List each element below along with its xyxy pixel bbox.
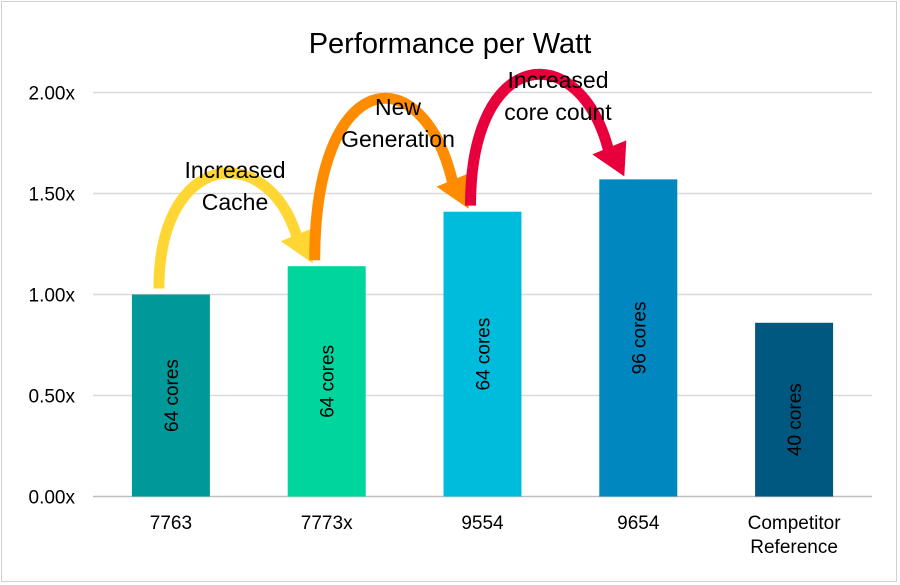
bar-7763 [131,294,210,497]
y-tick-label: 0.00x [29,488,76,509]
y-tick-label: 1.50x [29,185,76,206]
bar-data-label: 40 cores [785,383,806,456]
bar-data-label: 64 cores [162,359,183,432]
bar-data-label: 64 cores [474,318,495,391]
bar-data-label: 64 cores [318,345,339,418]
bar-9554 [443,211,522,497]
bar-competitor-reference [755,322,834,497]
annotation-label: Increased Cache [184,157,285,215]
bar-data-label: 96 cores [629,301,650,374]
x-tick-label: 9554 [461,513,504,534]
bar-9654 [599,179,678,497]
arrow-3-shaft [465,68,614,206]
arrow-2-head [436,172,471,209]
y-tick-label: 2.00x [29,84,76,105]
x-tick-label: 7763 [150,513,192,534]
arrow-2-shaft [309,92,458,261]
arrow-1-shaft [153,167,302,289]
arrow-1-head [280,227,315,264]
chart-title: Performance per Watt [309,28,592,60]
x-tick-label: 9654 [617,513,660,534]
bar-7773x [287,266,366,497]
annotation-label: New Generation [341,94,455,152]
arrow-3-head [592,140,627,177]
y-tick-label: 1.00x [29,286,76,307]
x-tick-label: Competitor Reference [748,513,842,558]
y-tick-label: 0.50x [29,387,76,408]
x-tick-label: 7773x [301,513,353,534]
annotation-label: Increased core count [504,67,612,125]
